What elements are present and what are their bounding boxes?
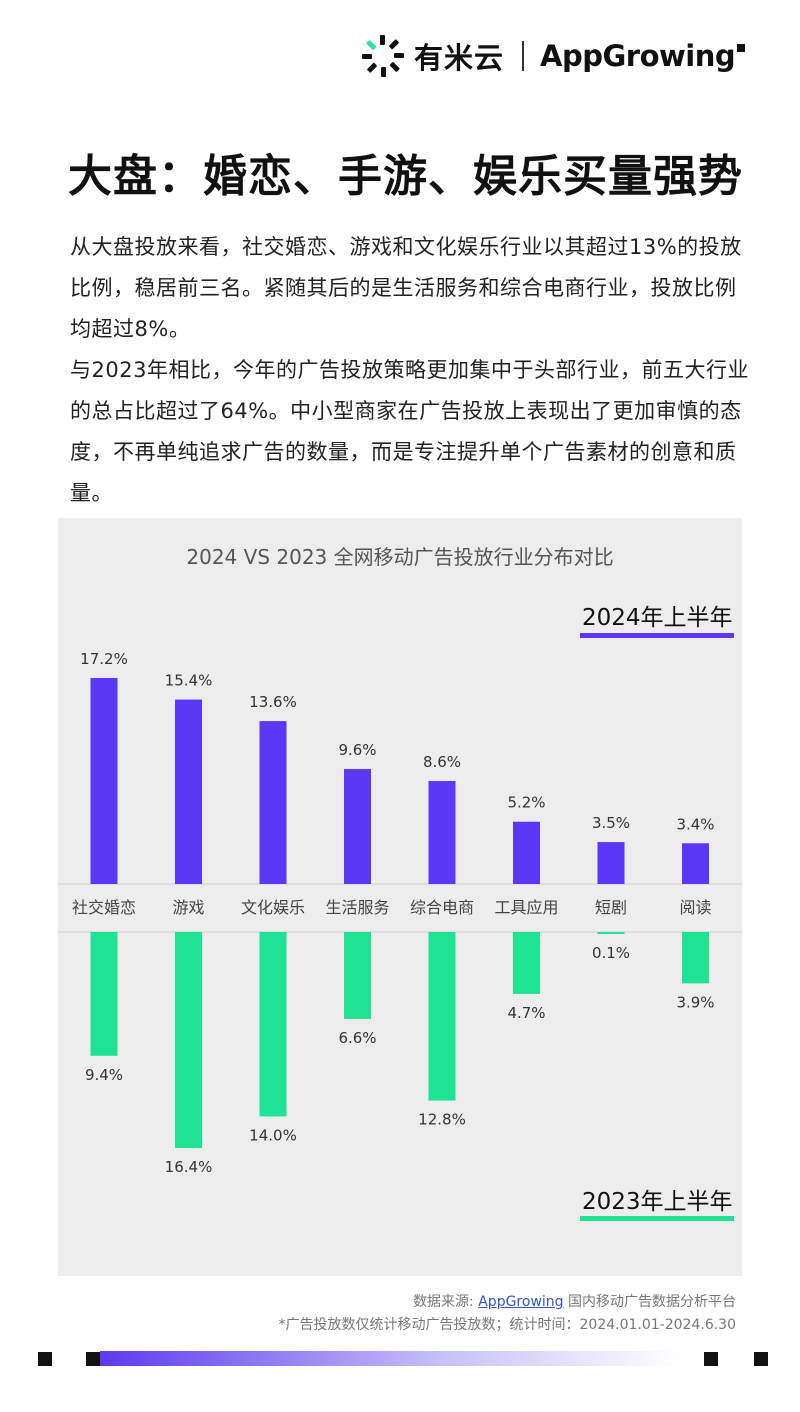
category-label: 短剧 (595, 898, 627, 917)
appgrowing-brand-text: AppGrowing (540, 39, 746, 73)
data-label-2023: 0.1% (592, 944, 630, 962)
legend-2024-label: 2024年上半年 (582, 605, 733, 631)
youmiyun-brand-text: 有米云 (414, 41, 505, 75)
deco-gradient-bar (100, 1351, 682, 1366)
logo-divider (522, 41, 525, 71)
bar-2024 (344, 769, 371, 884)
data-label-2023: 9.4% (85, 1066, 123, 1084)
data-label-2023: 14.0% (249, 1126, 297, 1144)
category-label: 社交婚恋 (72, 898, 136, 917)
data-label-2024: 17.2% (80, 650, 128, 668)
data-label-2024: 15.4% (165, 672, 213, 690)
source-suffix: 国内移动广告数据分析平台 (563, 1294, 736, 1310)
data-label-2023: 3.9% (676, 993, 714, 1011)
legend-2023-line (580, 1216, 734, 1221)
bar-2023 (259, 932, 287, 1117)
bar-2024 (175, 699, 202, 884)
legend-2024-line (580, 633, 734, 638)
header-logos: 有米云 AppGrowing (360, 30, 780, 82)
intro-paragraph-2: 与2023年相比，今年的广告投放策略更加集中于头部行业，前五大行业的总占比超过了… (70, 358, 749, 505)
data-label-2023: 16.4% (165, 1158, 213, 1176)
data-source: 数据来源: AppGrowing 国内移动广告数据分析平台 (413, 1291, 736, 1311)
bar-2024 (682, 843, 709, 884)
data-label-2024: 5.2% (507, 794, 545, 812)
bar-2023 (597, 932, 625, 934)
bar-2023 (175, 932, 202, 1148)
category-label: 生活服务 (325, 898, 389, 917)
data-label-2024: 13.6% (249, 693, 297, 711)
bar-2024 (90, 678, 118, 884)
data-label-2023: 12.8% (418, 1111, 466, 1129)
appgrowing-dot-icon (737, 44, 746, 52)
data-label-2024: 3.4% (676, 815, 714, 833)
bottom-decoration (0, 1350, 800, 1368)
bar-2024 (513, 821, 540, 884)
intro-paragraph-1: 从大盘投放来看，社交婚恋、游戏和文化娱乐行业以其超过13%的投放比例，稳居前三名… (70, 235, 742, 341)
chart-title: 2024 VS 2023 全网移动广告投放行业分布对比 (186, 545, 614, 569)
bar-2023 (428, 932, 456, 1101)
data-label-2024: 8.6% (423, 753, 461, 771)
deco-square-3 (704, 1352, 718, 1366)
category-label: 游戏 (172, 898, 204, 917)
bar-2023 (513, 932, 540, 994)
page-title: 大盘：婚恋、手游、娱乐买量强势 (68, 151, 743, 202)
category-label: 工具应用 (494, 898, 558, 917)
footer-note: *广告投放数仅统计移动广告投放数；统计时间：2024.01.01-2024.6.… (278, 1317, 736, 1333)
source-prefix: 数据来源: (413, 1294, 479, 1310)
bar-2023 (682, 932, 709, 984)
source-link[interactable]: AppGrowing (478, 1294, 564, 1310)
bar-2024 (597, 842, 625, 884)
bar-2023 (90, 932, 118, 1056)
data-label-2023: 4.7% (507, 1004, 545, 1022)
category-label: 综合电商 (410, 898, 474, 917)
youmiyun-logo-icon (360, 33, 406, 79)
category-label: 阅读 (679, 898, 711, 917)
bar-2024 (259, 721, 287, 884)
category-label: 文化娱乐 (241, 898, 305, 917)
bar-2023 (344, 932, 371, 1019)
data-label-2023: 6.6% (338, 1029, 376, 1047)
chart-panel (58, 518, 742, 1276)
deco-square-4 (754, 1352, 768, 1366)
data-label-2024: 3.5% (592, 814, 630, 832)
data-label-2024: 9.6% (338, 741, 376, 759)
deco-square-2 (86, 1352, 100, 1366)
appgrowing-wordmark: AppGrowing (540, 39, 736, 73)
bar-2024 (428, 781, 456, 884)
legend-2023-label: 2023年上半年 (582, 1189, 733, 1215)
deco-square-1 (38, 1352, 52, 1366)
